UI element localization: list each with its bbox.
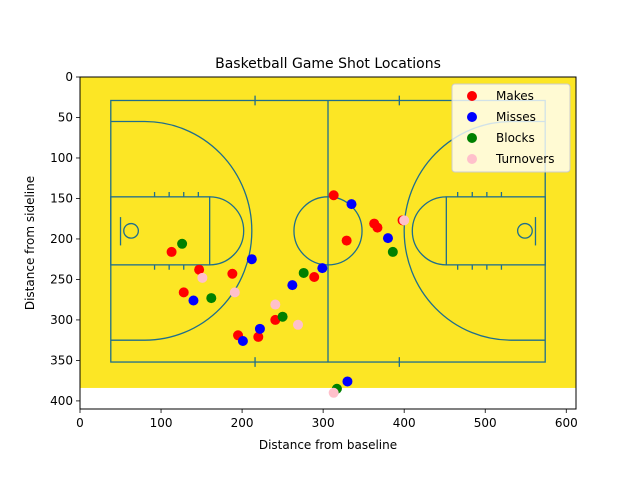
- series-turnovers: [197, 215, 410, 398]
- point-turnovers: [229, 287, 240, 298]
- x-tick-label: 200: [231, 416, 254, 430]
- point-blocks: [298, 267, 309, 278]
- point-turnovers: [293, 319, 304, 330]
- y-tick-label: 350: [50, 353, 73, 367]
- x-tick-label: 600: [555, 416, 578, 430]
- y-tick-label: 0: [65, 70, 73, 84]
- legend-item-turnovers: Turnovers: [467, 152, 554, 166]
- x-tick-label: 400: [393, 416, 416, 430]
- chart-title: Basketball Game Shot Locations: [215, 56, 441, 72]
- point-misses: [342, 376, 353, 387]
- center-circle: [293, 196, 363, 266]
- point-makes: [227, 268, 238, 279]
- point-blocks: [277, 311, 288, 322]
- y-tick-label: 50: [58, 110, 73, 124]
- left-hoop: [123, 222, 140, 239]
- point-blocks: [387, 246, 398, 257]
- legend-item-makes: Makes: [467, 89, 534, 103]
- point-turnovers: [328, 387, 339, 398]
- x-axis-title: Distance from baseline: [259, 438, 397, 452]
- legend-item-misses: Misses: [467, 110, 536, 124]
- point-makes: [194, 264, 205, 275]
- point-makes: [178, 287, 189, 298]
- shot-points: [166, 190, 410, 398]
- right-free-throw-arc: [411, 196, 447, 266]
- legend-label: Turnovers: [495, 152, 554, 166]
- legend-label: Misses: [496, 110, 536, 124]
- point-misses: [346, 199, 357, 210]
- y-tick-label: 250: [50, 272, 73, 286]
- legend-marker: [467, 91, 477, 101]
- y-tick-label: 200: [50, 232, 73, 246]
- legend-box: [451, 83, 571, 173]
- point-makes: [253, 331, 264, 342]
- y-axis: 0 50 100 150 200 250 300 350 400: [50, 70, 80, 408]
- point-makes: [328, 190, 339, 201]
- point-turnovers: [270, 299, 281, 310]
- y-tick-label: 100: [50, 151, 73, 165]
- point-misses: [246, 254, 257, 265]
- left-key: [110, 196, 211, 266]
- point-makes: [309, 272, 320, 283]
- legend-label: Blocks: [496, 131, 535, 145]
- legend-marker: [467, 133, 477, 143]
- point-misses: [287, 280, 298, 291]
- point-misses: [382, 233, 393, 244]
- point-misses: [237, 335, 248, 346]
- right-key: [445, 196, 546, 266]
- point-blocks: [206, 293, 217, 304]
- point-makes: [166, 246, 177, 257]
- point-makes: [372, 222, 383, 233]
- point-misses: [254, 323, 265, 334]
- x-tick-label: 300: [312, 416, 335, 430]
- point-makes: [341, 235, 352, 246]
- y-axis-title: Distance from sideline: [23, 176, 37, 310]
- legend-marker: [467, 112, 477, 122]
- legend-item-blocks: Blocks: [467, 131, 535, 145]
- court-lines: [110, 95, 546, 367]
- x-tick-label: 500: [474, 416, 497, 430]
- axes-frame: [79, 76, 577, 410]
- series-misses: [188, 199, 393, 387]
- point-blocks: [177, 238, 188, 249]
- y-tick-label: 400: [50, 394, 73, 408]
- point-turnovers: [399, 215, 410, 226]
- left-free-throw-arc: [209, 196, 245, 266]
- legend: Makes Misses Blocks Turnovers: [451, 83, 571, 173]
- point-turnovers: [197, 272, 208, 283]
- x-tick-label: 0: [76, 416, 84, 430]
- y-tick-label: 300: [50, 313, 73, 327]
- left-three-point-line: [110, 120, 253, 341]
- x-axis: 0 100 200 300 400 500 600: [76, 409, 578, 430]
- point-misses: [317, 263, 328, 274]
- y-tick-label: 150: [50, 191, 73, 205]
- right-hoop: [516, 222, 533, 239]
- legend-marker: [467, 154, 477, 164]
- legend-label: Makes: [496, 89, 534, 103]
- point-misses: [188, 295, 199, 306]
- series-makes: [166, 190, 408, 342]
- x-tick-label: 100: [150, 416, 173, 430]
